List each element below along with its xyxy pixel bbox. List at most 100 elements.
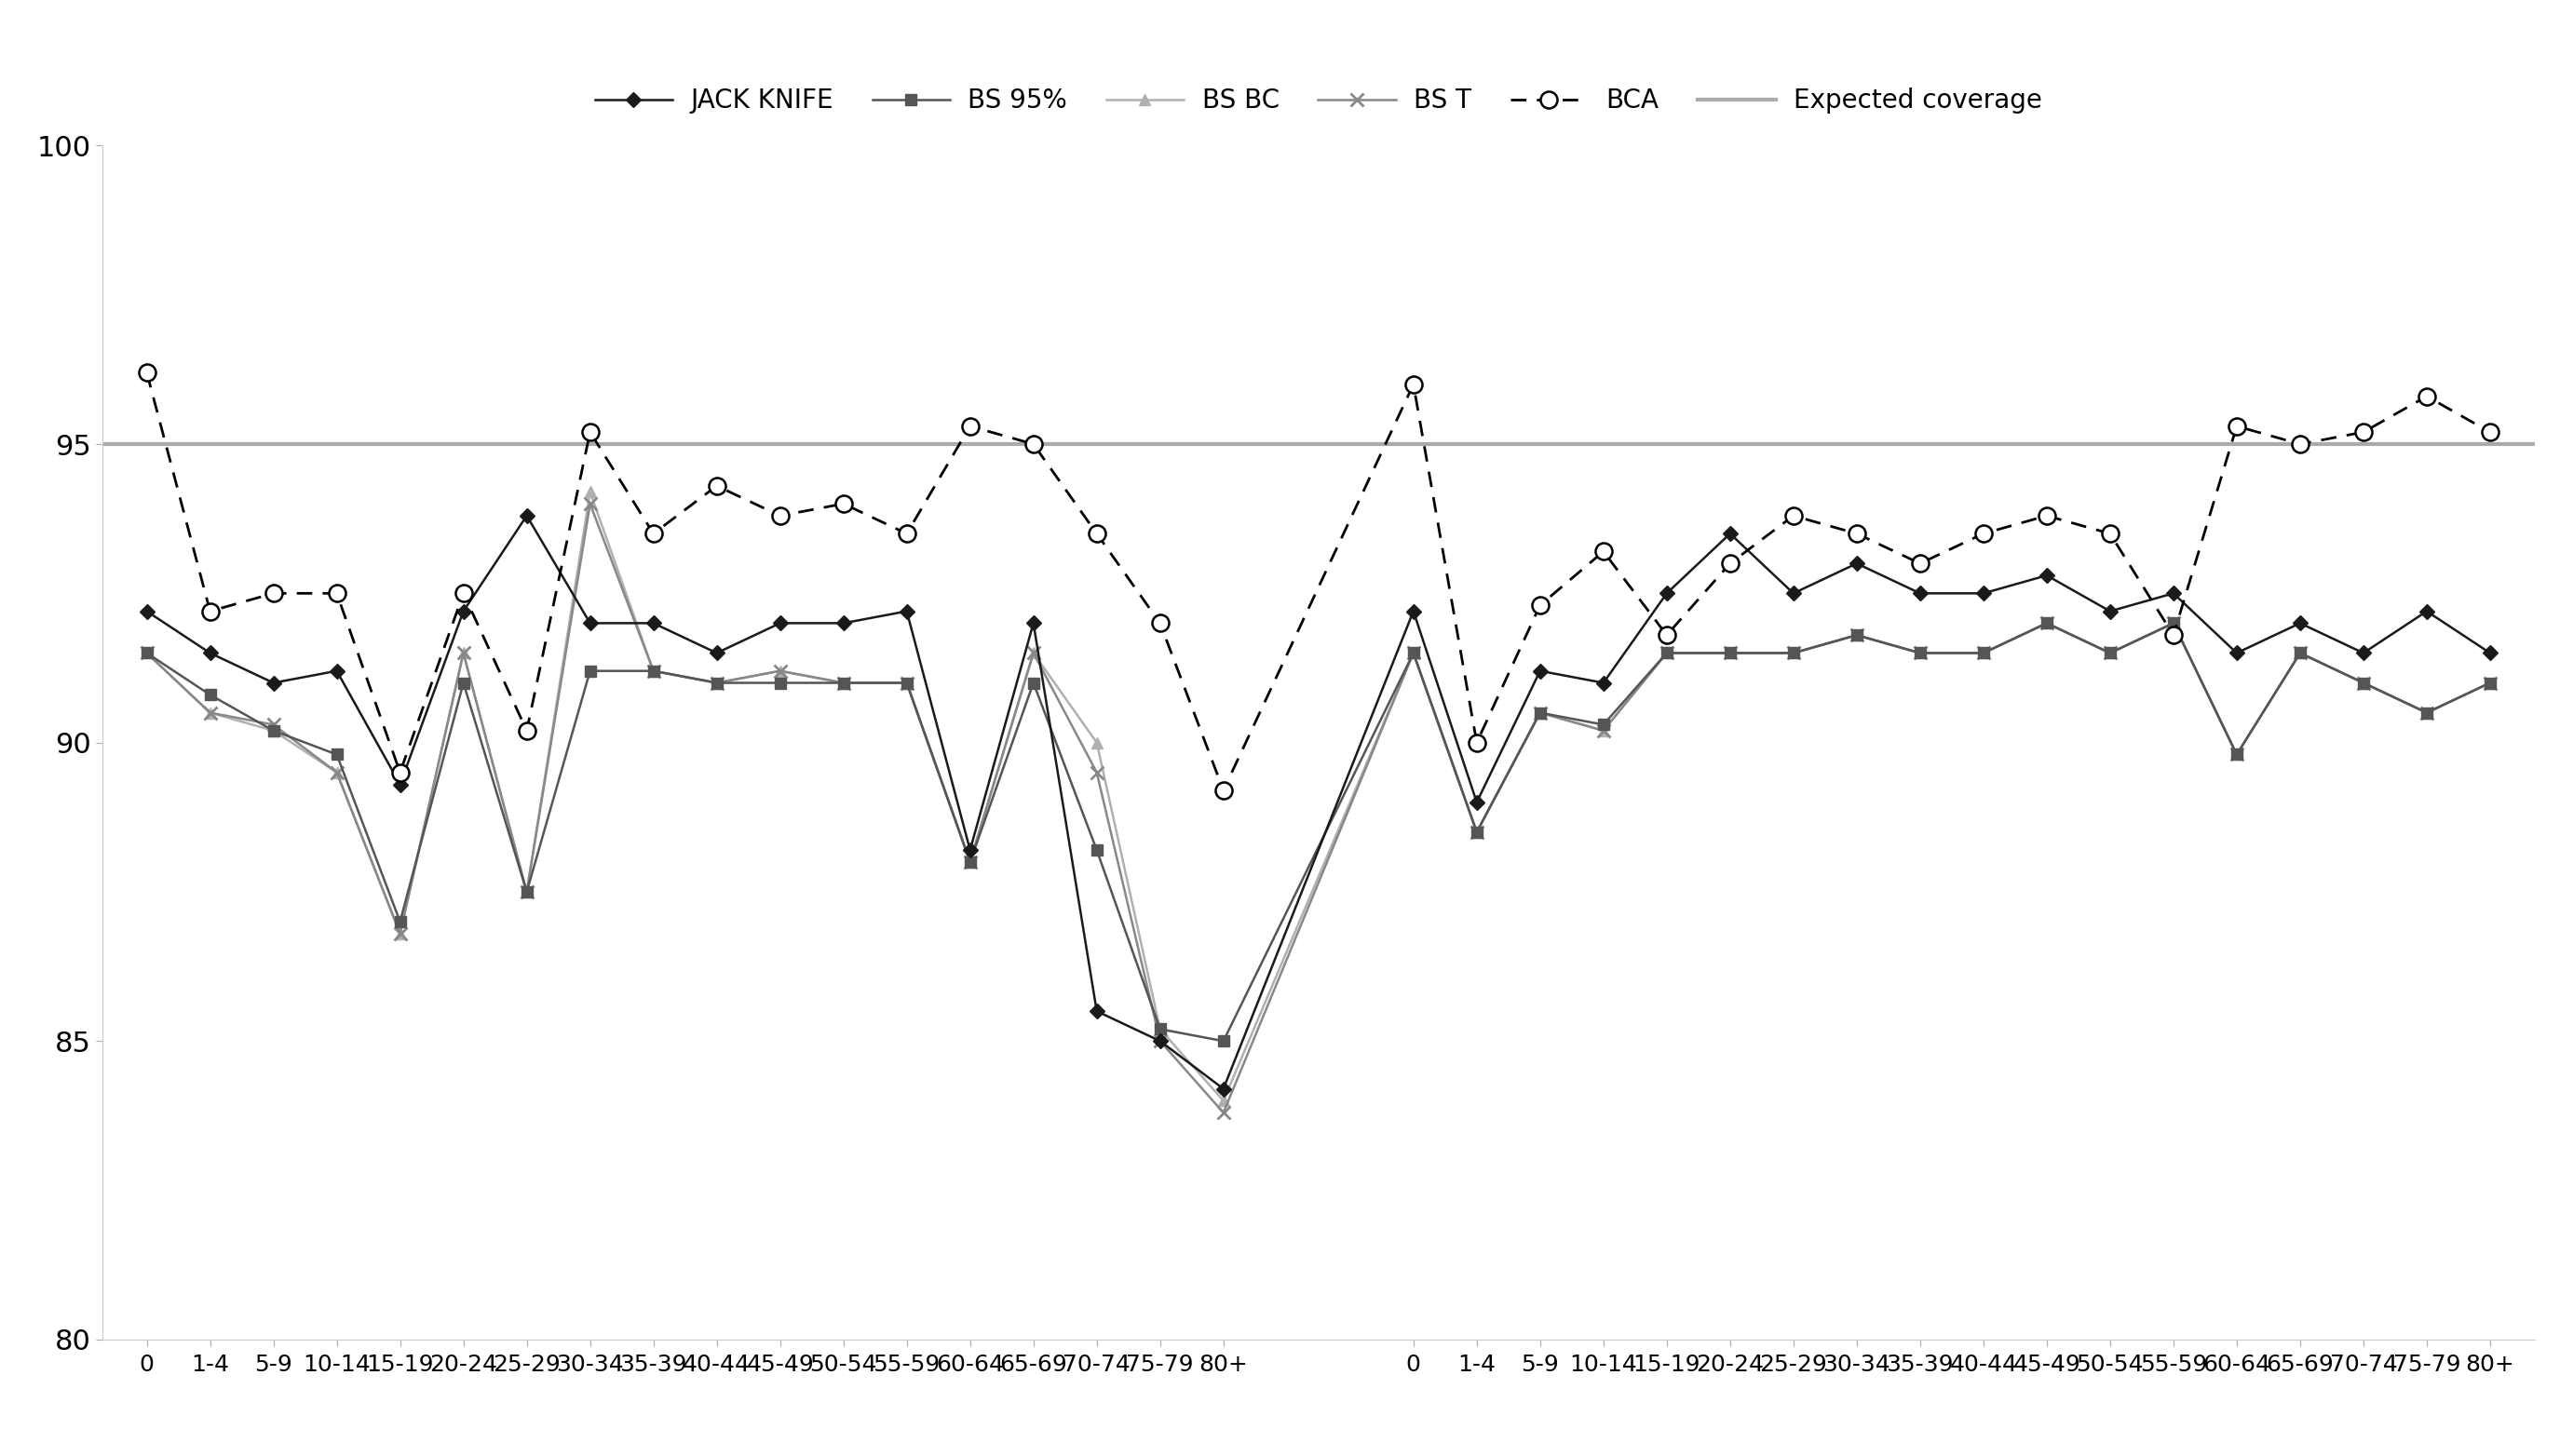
BS 95% bbox=[1019, 674, 1050, 692]
BS 95% bbox=[1144, 1021, 1175, 1038]
BS BC bbox=[1651, 645, 1682, 662]
BCA bbox=[131, 364, 161, 381]
BS T bbox=[2094, 645, 2125, 662]
JACK KNIFE bbox=[2094, 603, 2125, 620]
JACK KNIFE bbox=[955, 842, 986, 859]
BS BC bbox=[1208, 1092, 1239, 1109]
BS BC bbox=[1398, 645, 1428, 662]
JACK KNIFE bbox=[384, 776, 415, 794]
BS 95% bbox=[1841, 626, 1871, 644]
BS T bbox=[1080, 764, 1111, 782]
BCA bbox=[1398, 376, 1428, 393]
BS BC bbox=[2033, 614, 2063, 632]
BCA bbox=[701, 478, 732, 495]
BS 95% bbox=[1651, 645, 1682, 662]
BS BC bbox=[2094, 645, 2125, 662]
BCA bbox=[2348, 424, 2378, 441]
BS 95% bbox=[512, 882, 543, 900]
JACK KNIFE bbox=[2476, 645, 2506, 662]
BS BC bbox=[1019, 645, 1050, 662]
BS BC bbox=[1715, 645, 1746, 662]
JACK KNIFE bbox=[573, 614, 604, 632]
BS BC bbox=[2476, 674, 2506, 692]
BS BC bbox=[131, 645, 161, 662]
JACK KNIFE bbox=[1208, 1080, 1239, 1098]
BS 95% bbox=[1462, 823, 1492, 840]
JACK KNIFE bbox=[2222, 645, 2253, 662]
BS 95% bbox=[765, 674, 796, 692]
BS 95% bbox=[2033, 614, 2063, 632]
BS 95% bbox=[827, 674, 858, 692]
JACK KNIFE bbox=[1144, 1032, 1175, 1050]
BCA bbox=[891, 526, 922, 543]
BS 95% bbox=[2348, 674, 2378, 692]
BCA bbox=[2033, 507, 2063, 524]
BS T bbox=[2158, 614, 2189, 632]
Line: BCA: BCA bbox=[138, 364, 2499, 799]
BS T bbox=[573, 495, 604, 513]
BS 95% bbox=[384, 913, 415, 930]
BS 95% bbox=[2222, 745, 2253, 763]
BCA bbox=[1587, 543, 1618, 561]
BCA bbox=[1715, 555, 1746, 572]
JACK KNIFE bbox=[1651, 584, 1682, 601]
BS T bbox=[891, 674, 922, 692]
BS 95% bbox=[1398, 645, 1428, 662]
BS T bbox=[2284, 645, 2314, 662]
BS T bbox=[2348, 674, 2378, 692]
BS BC bbox=[2284, 645, 2314, 662]
BS BC bbox=[259, 722, 289, 740]
BS T bbox=[1651, 645, 1682, 662]
BS BC bbox=[195, 705, 225, 722]
BCA bbox=[955, 418, 986, 435]
BS T bbox=[195, 705, 225, 722]
BCA bbox=[323, 584, 353, 601]
BS T bbox=[765, 662, 796, 680]
BCA bbox=[1905, 555, 1935, 572]
BS T bbox=[1715, 645, 1746, 662]
BCA bbox=[1462, 734, 1492, 751]
BS T bbox=[1208, 1104, 1239, 1121]
JACK KNIFE bbox=[195, 645, 225, 662]
BCA bbox=[1080, 526, 1111, 543]
Line: JACK KNIFE: JACK KNIFE bbox=[141, 511, 2496, 1093]
BS 95% bbox=[2158, 614, 2189, 632]
BS 95% bbox=[2094, 645, 2125, 662]
JACK KNIFE bbox=[131, 603, 161, 620]
JACK KNIFE bbox=[2412, 603, 2442, 620]
BS BC bbox=[1144, 1021, 1175, 1038]
BCA bbox=[259, 584, 289, 601]
JACK KNIFE bbox=[1715, 526, 1746, 543]
BS T bbox=[448, 645, 479, 662]
JACK KNIFE bbox=[827, 614, 858, 632]
BS T bbox=[1969, 645, 1999, 662]
BCA bbox=[2412, 387, 2442, 405]
BCA bbox=[2476, 424, 2506, 441]
BS BC bbox=[1080, 734, 1111, 751]
BS 95% bbox=[1969, 645, 1999, 662]
BCA bbox=[448, 584, 479, 601]
BS BC bbox=[1905, 645, 1935, 662]
BS 95% bbox=[1779, 645, 1810, 662]
BS 95% bbox=[448, 674, 479, 692]
BS 95% bbox=[1587, 716, 1618, 734]
BS 95% bbox=[2476, 674, 2506, 692]
BS 95% bbox=[1208, 1032, 1239, 1050]
BS BC bbox=[891, 674, 922, 692]
JACK KNIFE bbox=[323, 662, 353, 680]
BS T bbox=[131, 645, 161, 662]
JACK KNIFE bbox=[1462, 794, 1492, 811]
BS T bbox=[1398, 645, 1428, 662]
BCA bbox=[512, 722, 543, 740]
BCA bbox=[1526, 597, 1556, 614]
BS T bbox=[1526, 705, 1556, 722]
BS BC bbox=[2222, 745, 2253, 763]
BS BC bbox=[323, 764, 353, 782]
Line: BS T: BS T bbox=[141, 498, 2496, 1120]
BS BC bbox=[955, 853, 986, 871]
BS BC bbox=[1779, 645, 1810, 662]
BS 95% bbox=[323, 745, 353, 763]
BS T bbox=[2412, 705, 2442, 722]
BCA bbox=[2158, 626, 2189, 644]
BS 95% bbox=[195, 686, 225, 703]
